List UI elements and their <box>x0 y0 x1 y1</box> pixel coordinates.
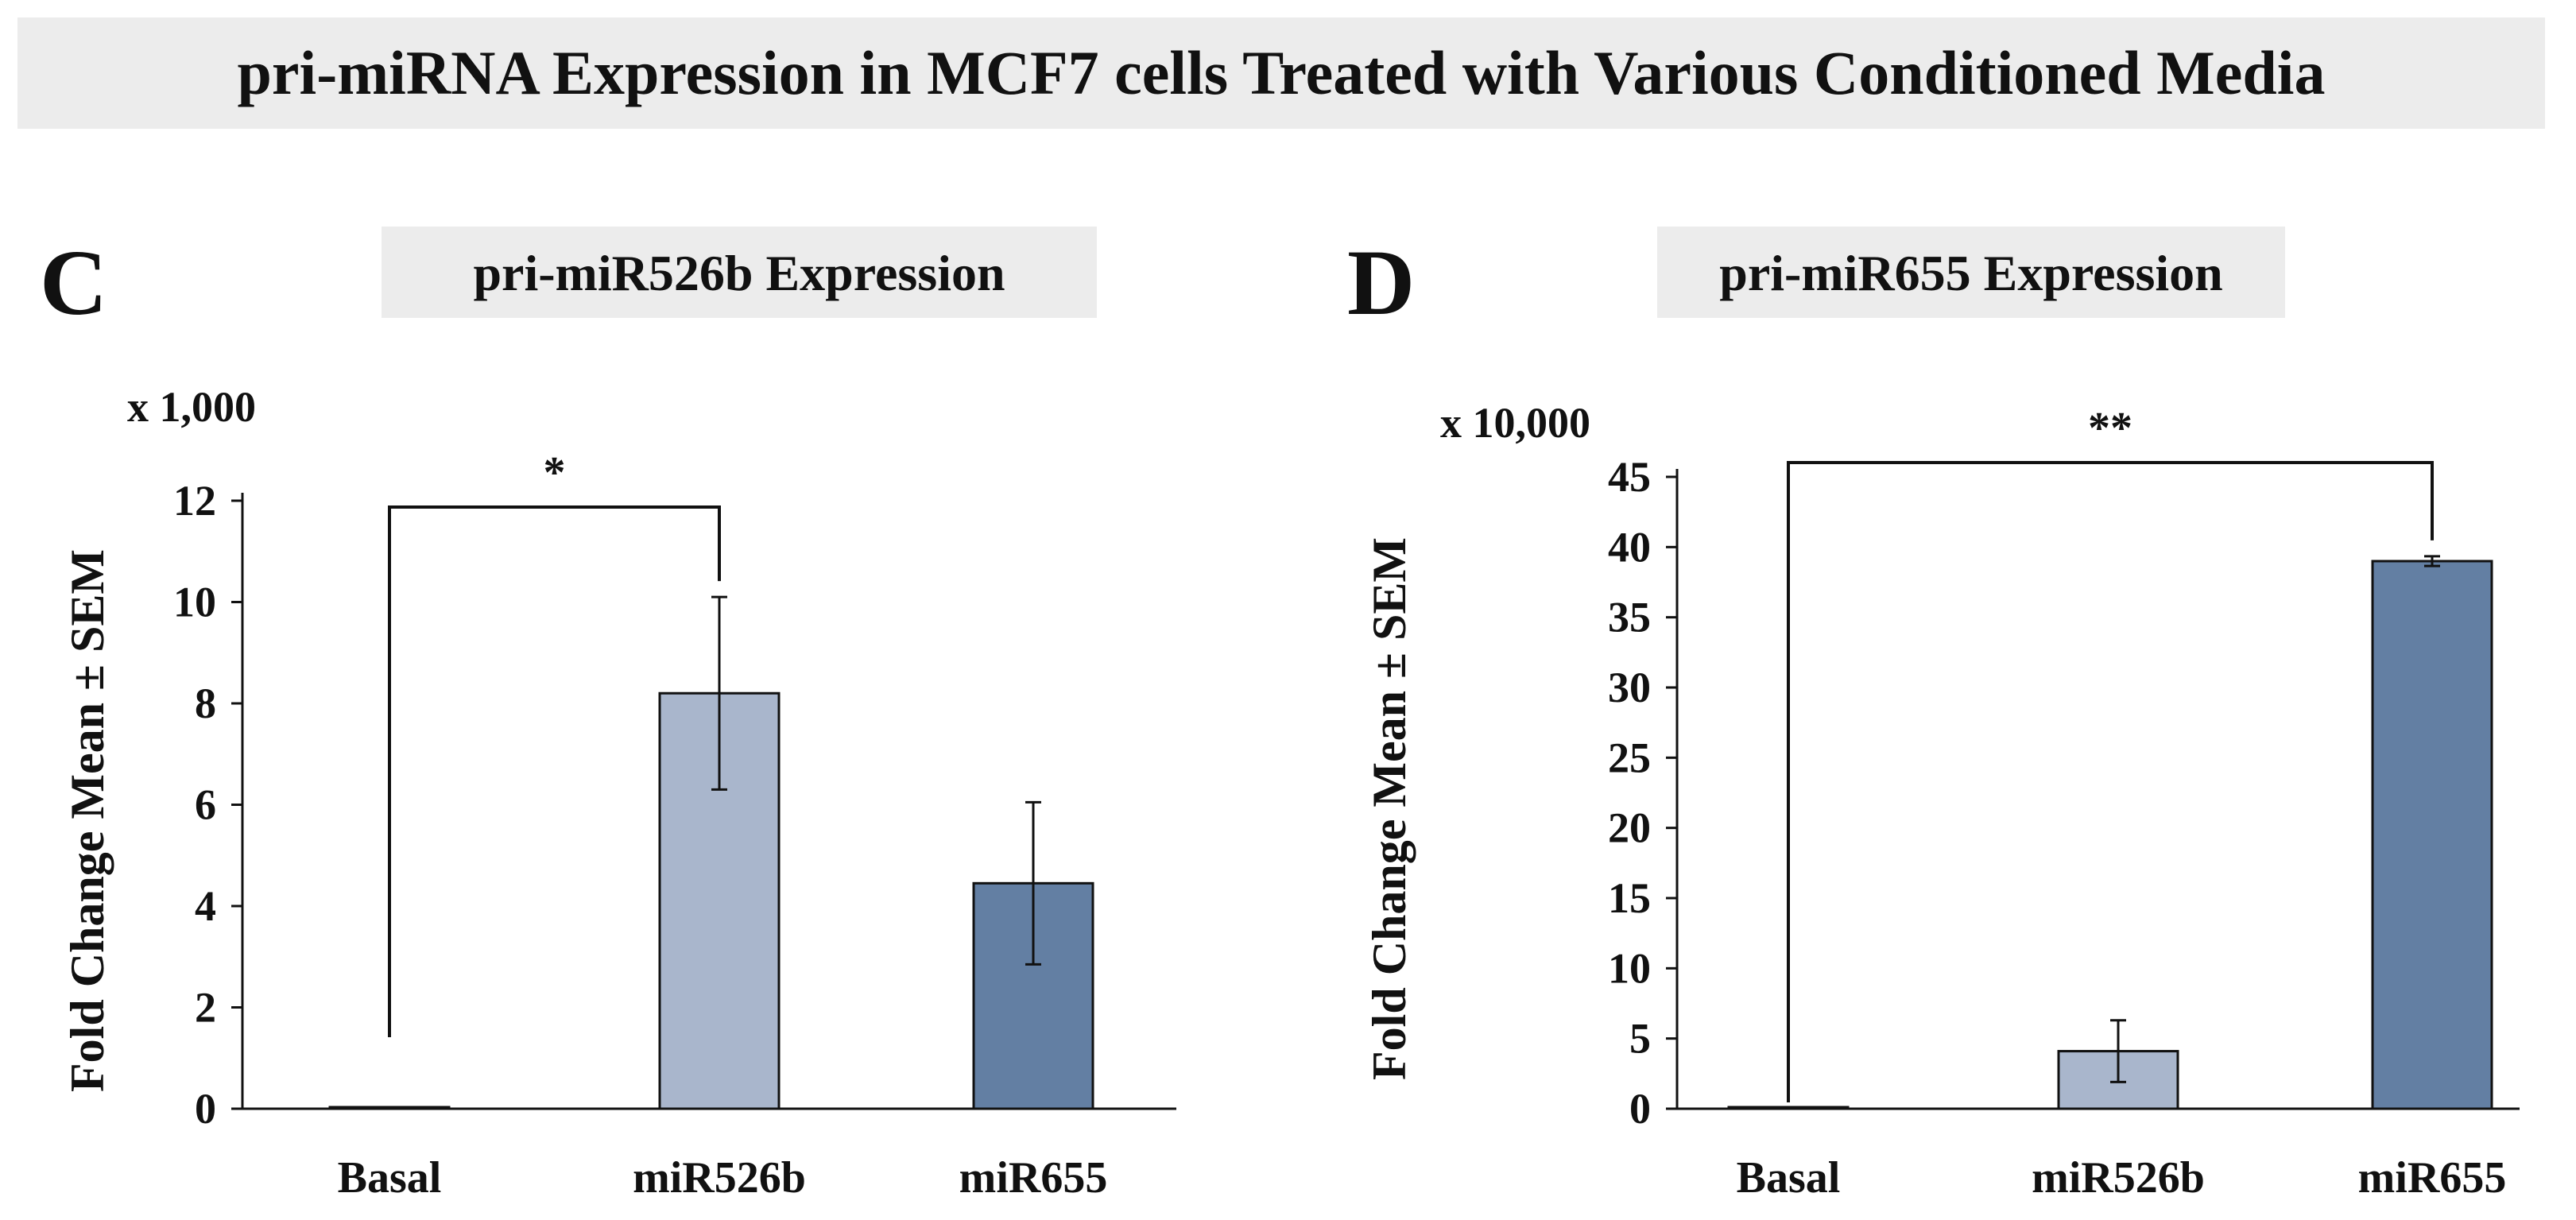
y-tick-label: 45 <box>1608 453 1651 501</box>
y-axis-label: Fold Change Mean ± SEM <box>61 549 114 1092</box>
x-tick-label: Basal <box>338 1153 442 1203</box>
y-tick-label: 8 <box>195 680 216 727</box>
y-scale-label: x 10,000 <box>1440 399 1590 447</box>
y-tick-label: 20 <box>1608 804 1651 852</box>
y-tick-label: 5 <box>1629 1015 1651 1063</box>
x-tick-label: Basal <box>1737 1153 1841 1203</box>
panel-letter: D <box>1347 230 1415 335</box>
y-tick-label: 2 <box>195 984 216 1032</box>
y-tick-label: 30 <box>1608 664 1651 711</box>
chart-title: pri-miR655 Expression <box>1719 245 2223 301</box>
significance-bracket <box>1787 461 2434 1102</box>
chart-title-box <box>1657 227 2285 318</box>
y-tick-label: 40 <box>1608 523 1651 571</box>
significance-label: ** <box>2088 404 2132 453</box>
y-axis-label: Fold Change Mean ± SEM <box>1363 537 1416 1080</box>
y-tick-label: 35 <box>1608 594 1651 641</box>
panel-letter: C <box>40 230 107 335</box>
chart-title-box <box>382 227 1097 318</box>
bar-basal <box>328 1106 451 1110</box>
chart-title: pri-miR526b Expression <box>473 245 1005 301</box>
significance-bracket <box>388 505 721 1037</box>
y-tick-label: 4 <box>195 882 216 930</box>
significance-label: * <box>544 448 566 498</box>
y-tick-label: 0 <box>195 1085 216 1133</box>
bar-mir655 <box>2371 560 2493 1110</box>
y-tick-label: 10 <box>173 579 216 626</box>
bar-basal <box>1727 1106 1850 1110</box>
y-tick-label: 15 <box>1608 874 1651 922</box>
y-tick-label: 10 <box>1608 944 1651 992</box>
x-tick-label: miR526b <box>633 1153 806 1203</box>
x-tick-label: miR655 <box>2358 1153 2507 1203</box>
y-tick-label: 12 <box>173 477 216 525</box>
x-tick-label: miR526b <box>2032 1153 2205 1203</box>
x-tick-label: miR655 <box>959 1153 1108 1203</box>
main-title: pri-miRNA Expression in MCF7 cells Treat… <box>17 17 2545 129</box>
y-tick-label: 6 <box>195 781 216 829</box>
y-tick-label: 25 <box>1608 734 1651 781</box>
y-tick-label: 0 <box>1629 1085 1651 1133</box>
y-scale-label: x 1,000 <box>127 383 256 431</box>
